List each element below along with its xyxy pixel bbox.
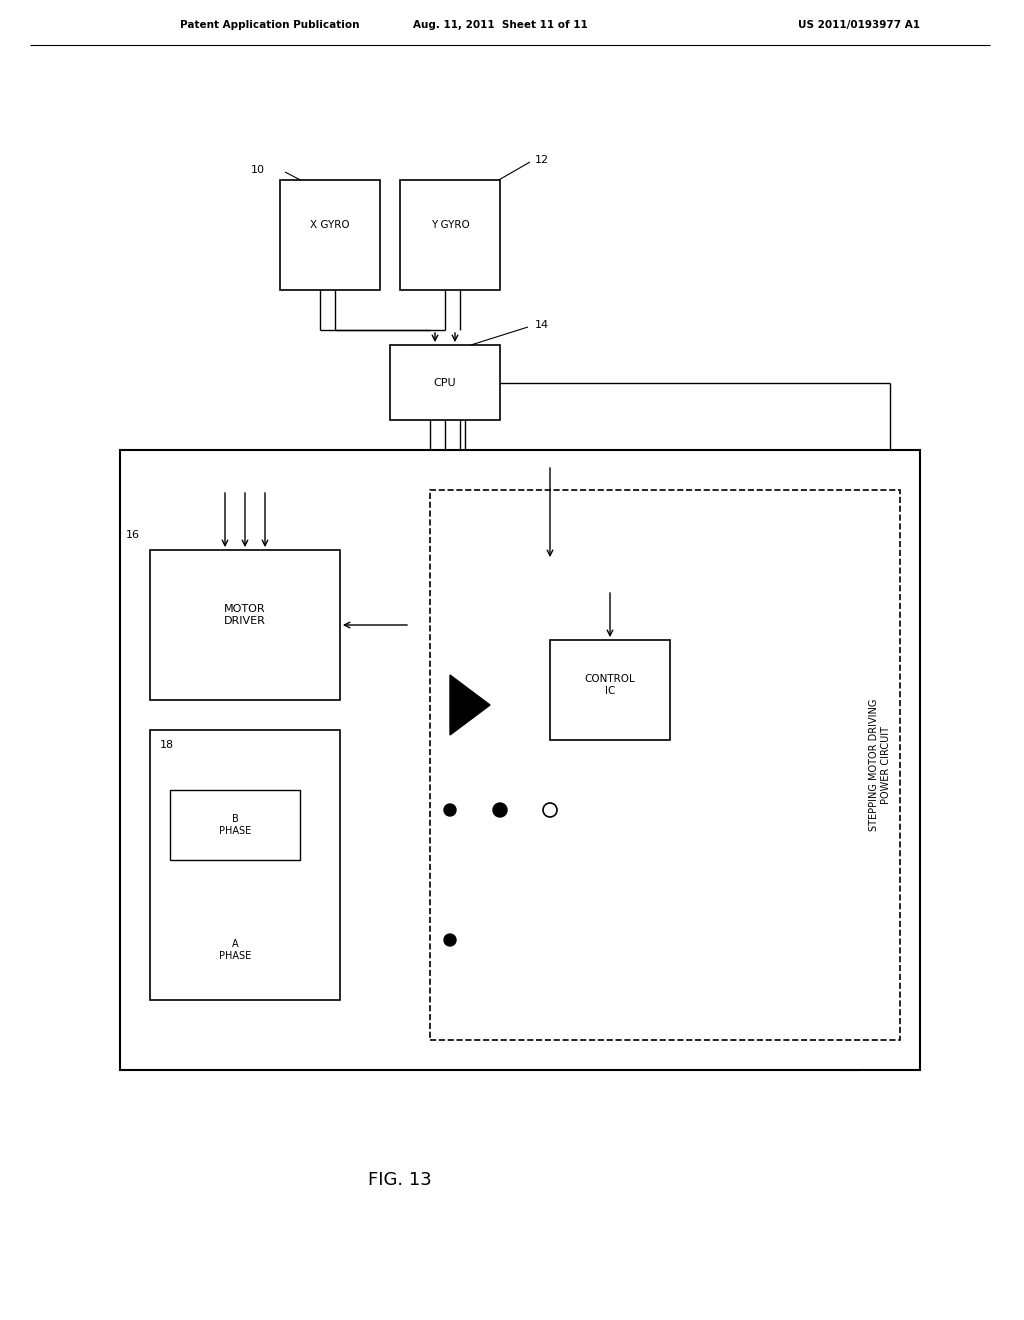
Text: CPU: CPU <box>434 378 457 388</box>
Text: Y GYRO: Y GYRO <box>431 220 469 230</box>
Text: STEPPING MOTOR DRIVING
POWER CIRCUIT: STEPPING MOTOR DRIVING POWER CIRCUIT <box>869 698 891 832</box>
Text: X GYRO: X GYRO <box>310 220 350 230</box>
Text: CONTROL
IC: CONTROL IC <box>585 675 635 696</box>
Circle shape <box>493 803 507 817</box>
Bar <box>150 730 340 1001</box>
Text: 10: 10 <box>251 165 265 176</box>
Bar <box>170 789 300 861</box>
Bar <box>400 180 500 290</box>
Text: 14: 14 <box>535 319 549 330</box>
Text: 12: 12 <box>535 154 549 165</box>
Text: Aug. 11, 2011  Sheet 11 of 11: Aug. 11, 2011 Sheet 11 of 11 <box>413 20 588 30</box>
Text: US 2011/0193977 A1: US 2011/0193977 A1 <box>798 20 920 30</box>
Circle shape <box>444 935 456 946</box>
Bar <box>550 640 670 741</box>
Circle shape <box>444 804 456 816</box>
Text: 16: 16 <box>126 531 140 540</box>
Polygon shape <box>450 675 490 735</box>
Text: B
PHASE: B PHASE <box>219 814 251 836</box>
Bar <box>390 345 500 420</box>
Bar <box>430 490 900 1040</box>
Text: MOTOR
DRIVER: MOTOR DRIVER <box>224 605 266 626</box>
Text: A
PHASE: A PHASE <box>219 940 251 961</box>
Text: FIG. 13: FIG. 13 <box>368 1171 432 1189</box>
Text: 18: 18 <box>160 741 174 750</box>
Bar <box>120 450 920 1071</box>
Bar <box>280 180 380 290</box>
Text: Patent Application Publication: Patent Application Publication <box>180 20 359 30</box>
Bar <box>150 550 340 700</box>
